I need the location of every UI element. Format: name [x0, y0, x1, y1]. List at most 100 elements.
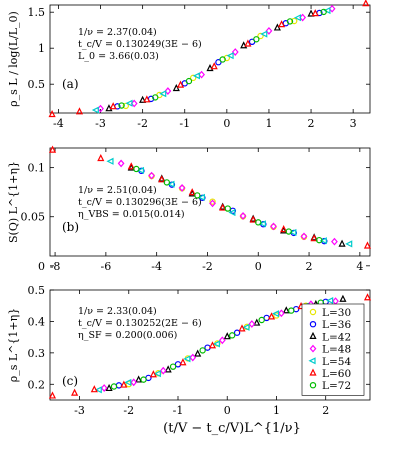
panel-a: -4 -3 -2 -1 0 1 2 3 0.5 1 1.5 ρ_s L / log(L/L_0) 1/ν…: [7, 0, 371, 130]
data-point-l42: [282, 306, 290, 314]
panel-b: -8 -6 -4 -2 0 2 4 0 0.05 0.1 S(Q) L^{1+η} 1/ν = 2.5…: [7, 145, 372, 273]
data-point-l54: [293, 14, 302, 22]
y-tick-label: 0: [38, 260, 45, 273]
data-point-l60: [280, 225, 288, 233]
legend-marker: [309, 321, 317, 328]
data-point-l30: [291, 17, 298, 25]
data-point-l42: [105, 383, 113, 392]
x-tick-label: 2: [322, 404, 329, 417]
data-point-l54: [260, 30, 268, 38]
data-point-l42: [194, 349, 202, 357]
data-point-l42: [339, 294, 347, 302]
data-point-l60: [71, 388, 79, 396]
data-point-l42: [240, 41, 248, 49]
data-point-l72: [169, 363, 177, 370]
plot-frame: [49, 147, 371, 257]
annotation-text: η_VBS = 0.015(0.014): [78, 209, 185, 220]
data-point-l48: [189, 353, 197, 362]
data-point-l54: [326, 296, 334, 305]
data-point-l48: [178, 184, 186, 192]
x-tick-label: -4: [151, 260, 162, 273]
data-point-l72: [258, 316, 265, 324]
data-point-l60: [219, 203, 227, 211]
panel-label: (c): [62, 374, 78, 388]
legend-label: L=36: [322, 319, 351, 331]
data-point-l60: [127, 162, 135, 170]
data-point-l42: [223, 332, 231, 340]
data-point-l60: [310, 234, 318, 242]
y-tick-label: 1.5: [28, 6, 46, 19]
data-point-l60: [249, 215, 257, 223]
annotation-text: 1/ν = 2.51(0.04): [78, 185, 157, 196]
data-point-l72: [199, 347, 206, 354]
data-point-l48: [231, 48, 239, 56]
data-point-l60: [176, 80, 185, 88]
annotation-text: L_0 = 3.66(0.03): [78, 51, 159, 62]
legend-marker: [308, 357, 316, 365]
data-point-l42: [164, 365, 172, 373]
data-point-l48: [148, 171, 155, 180]
x-tick-label: -2: [202, 260, 213, 273]
x-tick-label: 1: [265, 117, 272, 130]
data-point-l60: [149, 370, 157, 378]
data-point-l48: [248, 320, 256, 328]
shared-x-axis-label: (t/V − t_c/V)L^{1/ν}: [163, 421, 301, 436]
x-tick-label: -2: [137, 117, 148, 130]
data-point-l54: [136, 166, 145, 174]
data-point-l48: [159, 366, 167, 375]
data-point-l48: [130, 378, 138, 387]
data-point-l72: [110, 383, 118, 390]
x-tick-label: 3: [350, 117, 357, 130]
y-tick-label: 0.2: [28, 378, 46, 391]
x-tick-label: -8: [50, 260, 61, 273]
data-point-l72: [140, 376, 147, 383]
data-point-l72: [163, 179, 171, 186]
data-point-l54: [226, 52, 234, 60]
data-point-l60: [363, 293, 372, 301]
annotation-text: t_c/V = 0.130296(3E − 6): [78, 197, 202, 208]
data-point-l54: [212, 340, 220, 348]
data-point-l48: [239, 212, 247, 220]
data-point-l54: [183, 355, 191, 363]
x-tick-label: -3: [95, 117, 106, 130]
y-axis-label: ρ_s L^{1+η}: [7, 308, 20, 382]
data-point-l54: [242, 323, 250, 331]
data-point-l42: [307, 9, 315, 17]
data-point-l48: [277, 309, 285, 318]
x-tick-label: -2: [123, 404, 134, 417]
annotation-text: 1/ν = 2.37(0.04): [78, 27, 157, 38]
data-point-l48: [100, 384, 108, 392]
data-point-l54: [159, 90, 167, 98]
data-point-l48: [332, 297, 339, 306]
x-tick-label: 0: [223, 117, 230, 130]
y-tick-label: 0.05: [21, 211, 46, 224]
data-point-l72: [320, 8, 327, 16]
data-point-l60: [48, 109, 56, 118]
data-point-l72: [185, 77, 193, 85]
data-point-l54: [323, 6, 331, 15]
annotation-text: η_SF = 0.200(0.006): [78, 330, 177, 341]
data-point-l72: [152, 94, 159, 101]
legend-label: L=30: [322, 307, 351, 319]
data-point-l72: [219, 56, 226, 63]
plot-frame: [49, 4, 371, 114]
data-point-l60: [90, 385, 98, 393]
panel-c: -3 -2 -1 0 1 2 0.2 0.3 0.4 0.5 ρ_s L^{1+η} 1/ν = 2.…: [7, 284, 372, 417]
data-point-l72: [255, 219, 262, 226]
y-axis-label: ρ_s L / log(L/L_0): [7, 11, 20, 107]
legend-marker: [309, 331, 317, 339]
data-point-l42: [139, 95, 147, 103]
legend-label: L=54: [322, 356, 351, 368]
legend-marker: [309, 344, 317, 353]
data-point-l60: [210, 62, 218, 70]
data-point-l48: [265, 26, 273, 35]
data-point-l60: [208, 341, 217, 349]
data-point-l60: [75, 107, 84, 115]
data-point-l72: [288, 307, 295, 314]
x-tick-label: -4: [53, 117, 64, 130]
data-point-l48: [270, 222, 277, 231]
legend-label: L=72: [322, 380, 351, 392]
y-tick-label: 1: [38, 42, 45, 55]
data-point-l54: [197, 193, 205, 201]
data-point-l60: [48, 391, 57, 399]
